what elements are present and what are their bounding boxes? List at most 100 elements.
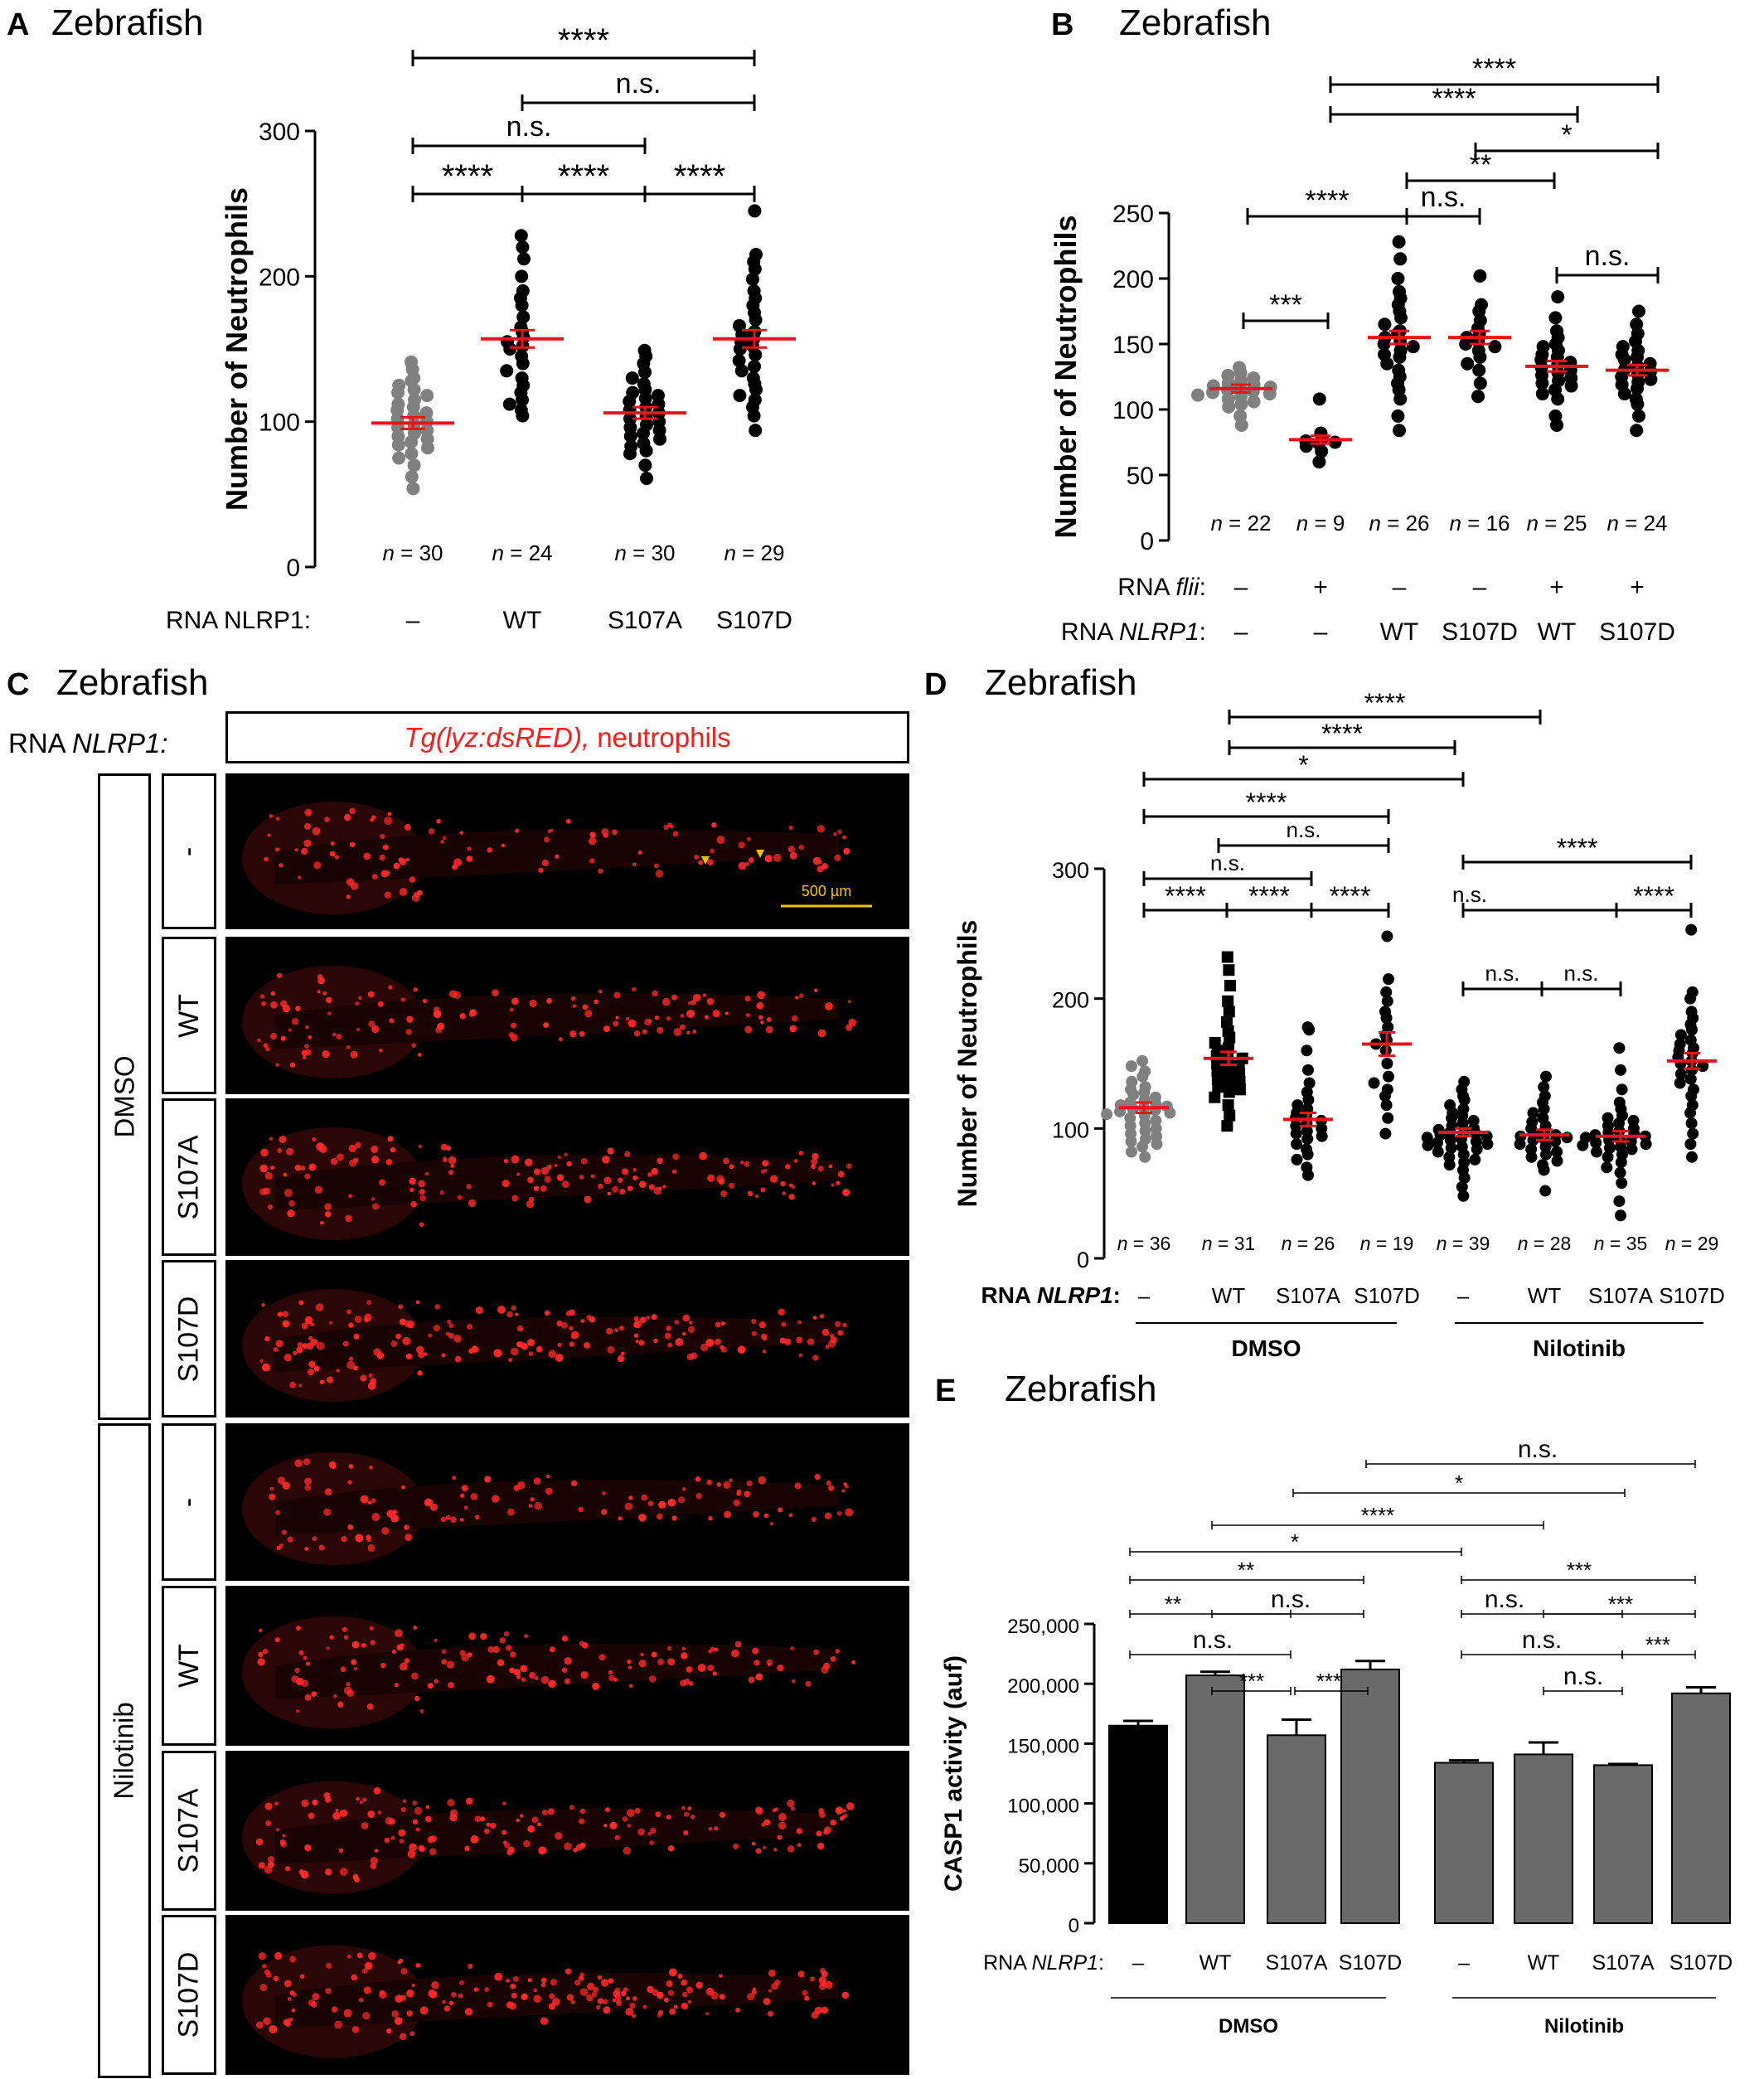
neutrophil-dot [810, 1976, 815, 1982]
neutrophil-dot [826, 1480, 831, 1486]
neutrophil-dot [511, 1022, 516, 1029]
neutrophil-dot [259, 1164, 268, 1173]
neutrophil-dot [565, 818, 571, 824]
neutrophil-dot [673, 1028, 682, 1036]
neutrophil-dot [304, 1173, 311, 1180]
neutrophil-dot [598, 989, 603, 994]
neutrophil-dot [527, 1978, 532, 1983]
neutrophil-dot [371, 1513, 380, 1521]
data-point [1136, 1054, 1148, 1067]
neutrophil-dot [419, 2006, 429, 2015]
neutrophil-dot [584, 1195, 592, 1204]
neutrophil-dot [358, 996, 362, 1001]
genotype-label: WT [162, 1586, 216, 1746]
neutrophil-dot [547, 829, 552, 834]
neutrophil-dot [398, 1304, 404, 1310]
neutrophil-dot [502, 1180, 510, 1188]
neutrophil-dot [506, 1979, 510, 1983]
neutrophil-dot [678, 1496, 686, 1504]
category-label: S107D [1670, 1951, 1732, 1975]
neutrophil-dot [734, 1640, 742, 1648]
neutrophil-dot [642, 2004, 647, 2009]
neutrophil-dot [259, 1628, 263, 1633]
neutrophil-dot [325, 1211, 332, 1218]
neutrophil-dot [287, 1209, 295, 1218]
neutrophil-dot [367, 1500, 372, 1505]
neutrophil-dot [400, 997, 405, 1002]
neutrophil-dot [410, 1187, 414, 1193]
neutrophil-dot [277, 1476, 286, 1485]
panel-titles: A Zebrafish B Zebrafish C Zebrafish D Ze… [7, 2, 1271, 1409]
neutrophil-dot [572, 1004, 577, 1008]
neutrophil-dot [666, 1815, 671, 1820]
neutrophil-dot [370, 1378, 377, 1385]
neutrophil-dot [602, 1491, 606, 1495]
neutrophil-dot [680, 1024, 686, 1030]
neutrophil-dot [521, 1677, 526, 1683]
data-point [1686, 1024, 1698, 1036]
neutrophil-dot [304, 1484, 312, 1491]
neutrophil-dot [629, 2002, 636, 2009]
neutrophil-dot [493, 1349, 502, 1358]
neutrophil-dot [442, 1999, 446, 2004]
neutrophil-dot [579, 1808, 586, 1815]
n-label: n = 29 [1665, 1233, 1719, 1254]
neutrophil-dot [389, 1018, 395, 1024]
data-point [405, 435, 418, 449]
neutrophil-dot [305, 1661, 311, 1666]
neutrophil-dot [789, 851, 797, 860]
neutrophil-dot [718, 1178, 725, 1185]
neutrophil-dot [507, 1846, 515, 1854]
data-point [623, 429, 637, 443]
data-point [1381, 995, 1393, 1007]
data-point [1458, 1093, 1471, 1106]
neutrophil-dot [370, 1640, 376, 1645]
neutrophil-dot [371, 1197, 376, 1201]
neutrophil-dot [584, 1010, 593, 1018]
data-point [748, 360, 761, 374]
n-label: n = 36 [1117, 1233, 1171, 1254]
neutrophil-dot [813, 1649, 819, 1655]
neutrophil-dot [531, 1816, 539, 1823]
neutrophil-dot [805, 1680, 812, 1687]
neutrophil-dot [304, 1694, 312, 1701]
neutrophil-dot [737, 1345, 746, 1354]
y-tick-label: 50,000 [1019, 1855, 1079, 1878]
neutrophil-dot [284, 1354, 292, 1362]
significance-label: ** [1470, 149, 1491, 181]
category-label: S107D [716, 607, 792, 634]
genotype-label: WT [162, 937, 216, 1094]
neutrophil-dot [308, 1999, 316, 2007]
neutrophil-dot [557, 1155, 561, 1160]
transgene-label: Tg(lyz:dsRED), [404, 721, 590, 753]
neutrophil-dot [349, 841, 356, 848]
neutrophil-dot [497, 1659, 505, 1667]
data-point [1221, 1120, 1233, 1132]
neutrophil-dot [655, 1811, 662, 1818]
neutrophil-dot [335, 1808, 339, 1812]
neutrophil-dot [450, 1516, 457, 1523]
neutrophil-dot [371, 1203, 380, 1210]
neutrophil-dot [303, 1044, 309, 1049]
fish-body [275, 1316, 839, 1372]
neutrophil-dot [434, 1006, 440, 1013]
data-point [1459, 337, 1473, 351]
neutrophil-dot [415, 1300, 420, 1305]
neutrophil-dot [607, 1147, 614, 1155]
neutrophil-dot [264, 856, 269, 862]
data-point [392, 451, 406, 465]
neutrophil-dot [619, 1325, 624, 1330]
data-point [639, 443, 653, 458]
neutrophil-dot [301, 1799, 309, 1807]
neutrophil-dot [269, 2025, 278, 2034]
neutrophil-dot [448, 1170, 454, 1175]
data-point [1564, 379, 1578, 393]
neutrophil-dot [287, 1997, 292, 2001]
data-point [638, 366, 652, 380]
neutrophil-dot [733, 1499, 740, 1507]
neutrophil-dot [692, 1030, 697, 1034]
neutrophil-dot [298, 1869, 305, 1875]
data-point [746, 272, 759, 286]
neutrophil-dot [404, 1524, 410, 1530]
neutrophil-dot [387, 1136, 394, 1142]
